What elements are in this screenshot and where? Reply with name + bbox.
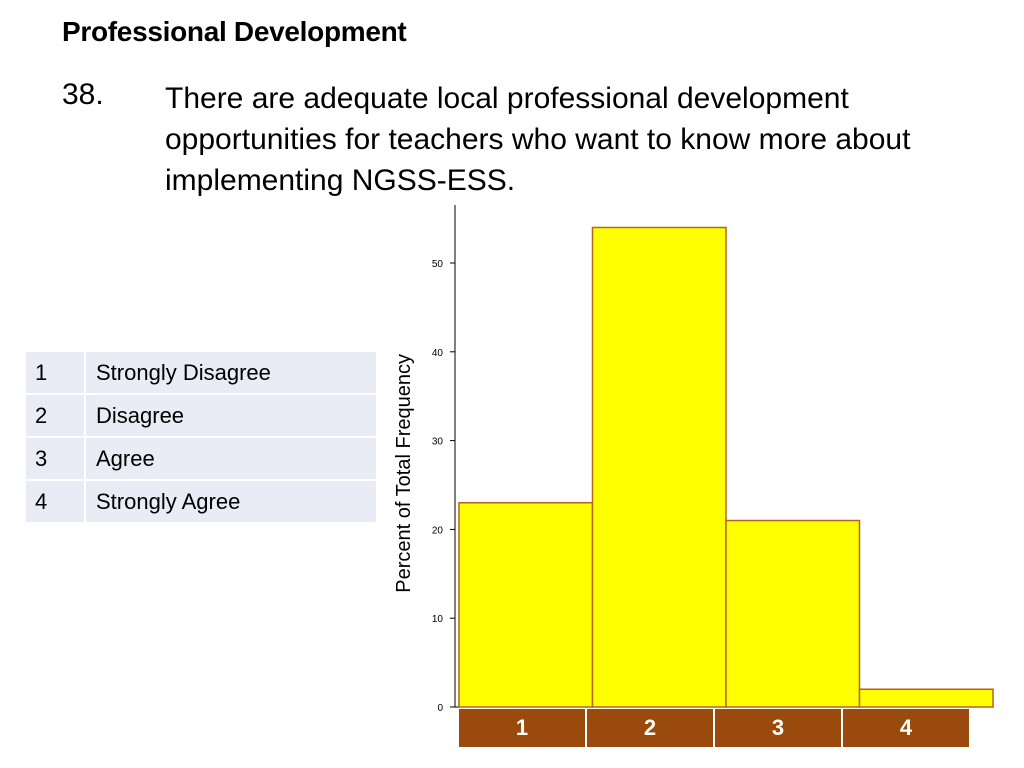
bar-3	[725, 519, 861, 708]
category-label: 4	[843, 709, 969, 747]
legend-row: 2 Disagree	[26, 395, 376, 436]
legend-label: Strongly Disagree	[86, 352, 376, 393]
legend-row: 3 Agree	[26, 438, 376, 479]
category-band: 1 2 3 4	[459, 709, 969, 747]
y-tick-label: 50	[432, 259, 444, 270]
response-scale-legend: 1 Strongly Disagree 2 Disagree 3 Agree 4…	[26, 350, 376, 524]
legend-code: 4	[26, 481, 86, 522]
legend-label: Strongly Agree	[86, 481, 376, 522]
bar-2	[591, 226, 727, 708]
category-label: 2	[587, 709, 715, 747]
legend-row: 1 Strongly Disagree	[26, 352, 376, 393]
category-label: 1	[459, 709, 587, 747]
legend-code: 1	[26, 352, 86, 393]
category-label: 3	[715, 709, 843, 747]
legend-label: Agree	[86, 438, 376, 479]
legend-label: Disagree	[86, 395, 376, 436]
y-tick-label: 10	[432, 614, 444, 625]
slide-heading: Professional Development	[62, 16, 407, 47]
histogram-chart: Percent of Total Frequency 0 10 20 30 40 50	[393, 205, 994, 714]
y-tick-label: 30	[432, 437, 444, 448]
y-tick-label: 20	[432, 525, 444, 536]
bar-1	[458, 502, 594, 708]
question-number: 38.	[62, 78, 104, 111]
bar-4	[858, 688, 994, 708]
legend-code: 2	[26, 395, 86, 436]
y-tick-label: 0	[437, 703, 443, 714]
question-text: There are adequate local professional de…	[165, 82, 911, 197]
legend-code: 3	[26, 438, 86, 479]
bars-group	[458, 226, 994, 708]
y-axis-label: Percent of Total Frequency	[393, 354, 415, 593]
legend-row: 4 Strongly Agree	[26, 481, 376, 522]
y-tick-label: 40	[432, 348, 444, 359]
